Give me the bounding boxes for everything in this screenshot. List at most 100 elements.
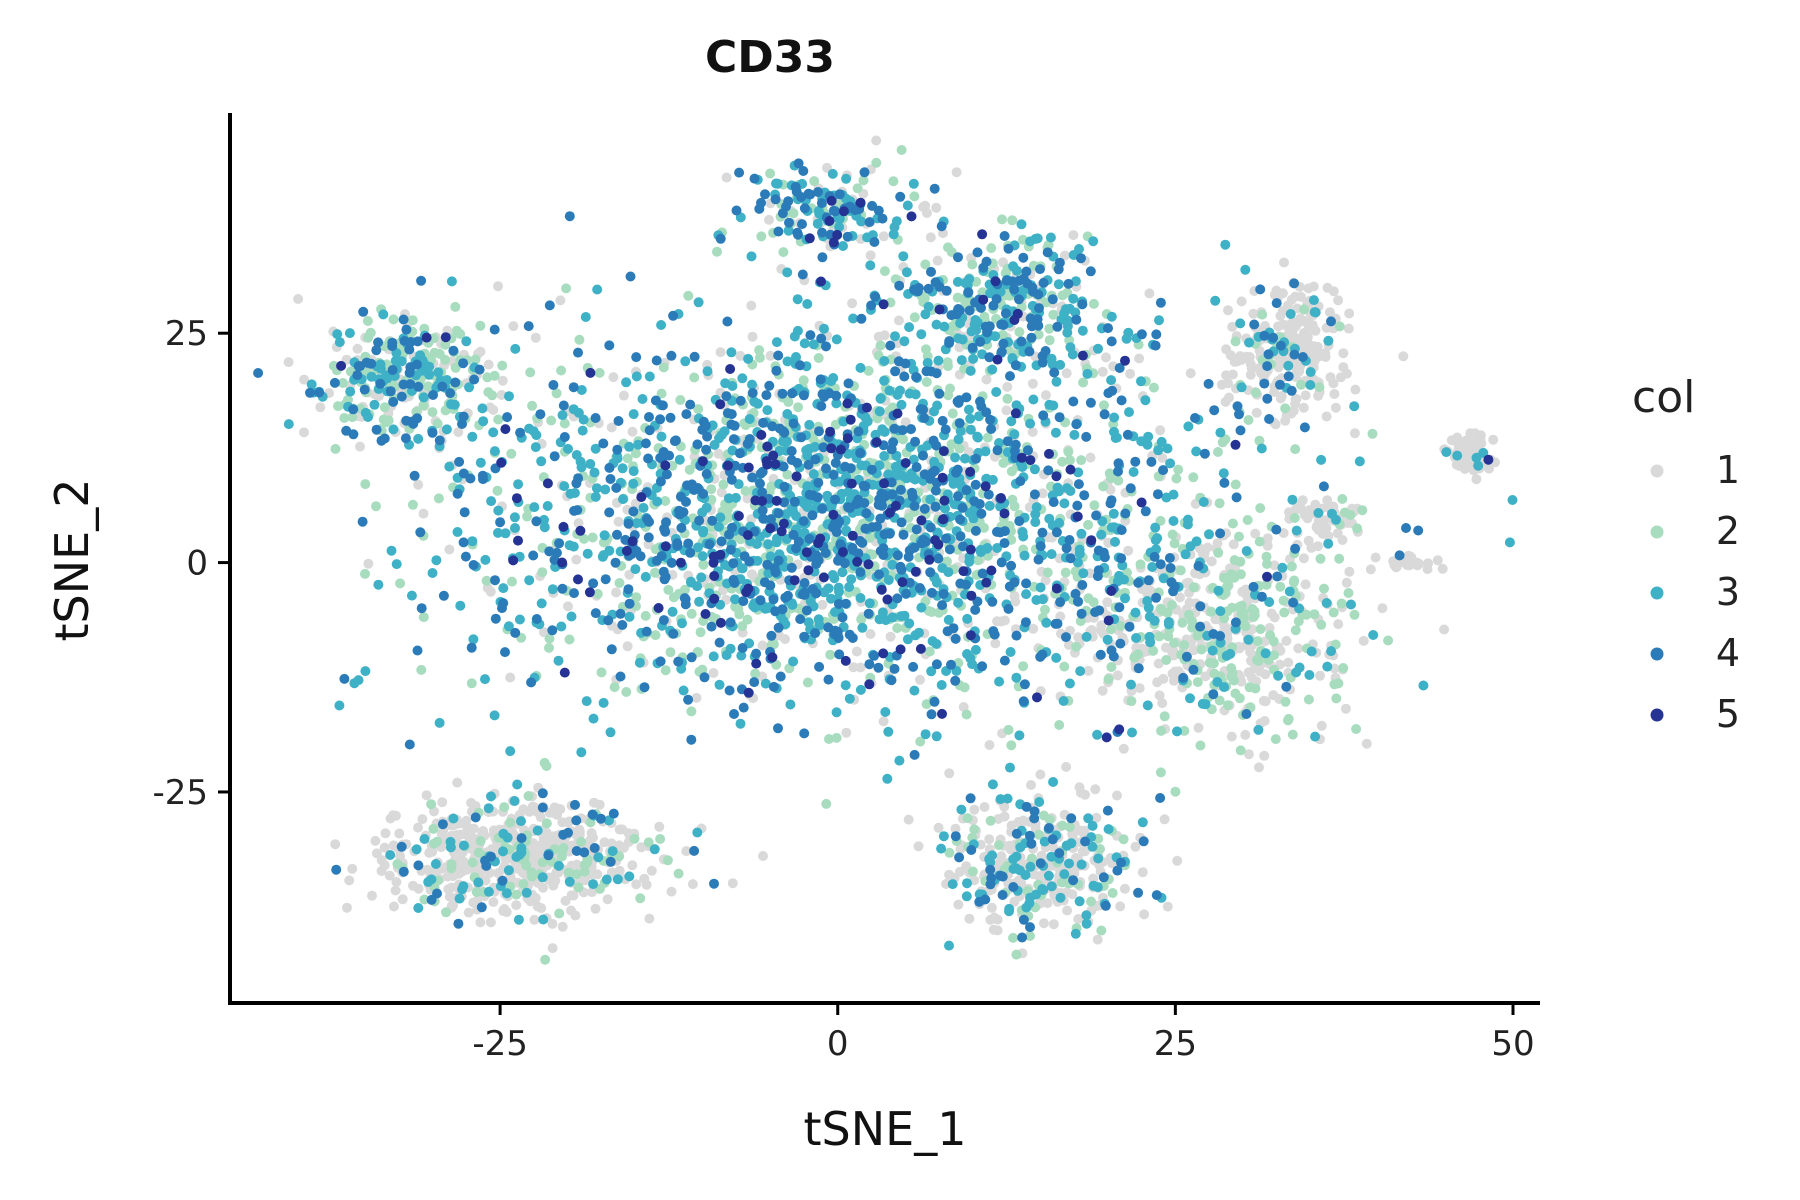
scatter-point xyxy=(631,879,642,890)
scatter-point xyxy=(1260,648,1271,659)
scatter-point xyxy=(929,183,940,194)
scatter-point xyxy=(725,617,736,628)
scatter-point xyxy=(613,416,624,426)
scatter-point xyxy=(961,485,972,496)
scatter-point xyxy=(1063,446,1074,457)
scatter-point xyxy=(969,804,980,815)
scatter-point xyxy=(1273,670,1284,681)
scatter-point xyxy=(1083,519,1094,530)
scatter-point xyxy=(983,489,994,500)
scatter-point xyxy=(1139,909,1150,920)
scatter-point xyxy=(588,578,599,589)
scatter-point xyxy=(629,833,640,844)
scatter-point xyxy=(518,879,529,889)
scatter-point xyxy=(1488,434,1499,445)
scatter-point xyxy=(667,460,678,471)
scatter-point xyxy=(493,527,503,538)
scatter-point xyxy=(937,600,948,611)
scatter-point xyxy=(1035,582,1046,593)
scatter-point xyxy=(1303,339,1314,350)
scatter-point xyxy=(1089,500,1100,511)
scatter-point xyxy=(916,602,927,613)
scatter-point xyxy=(683,538,694,549)
scatter-point xyxy=(1218,468,1229,479)
scatter-point xyxy=(994,676,1005,687)
scatter-point xyxy=(1064,535,1075,545)
scatter-point xyxy=(504,391,514,402)
scatter-point xyxy=(549,451,560,462)
scatter-point xyxy=(496,390,507,400)
scatter-point xyxy=(510,343,521,354)
scatter-point xyxy=(1007,494,1018,505)
scatter-point xyxy=(1002,793,1013,804)
scatter-point xyxy=(1044,323,1055,334)
scatter-point xyxy=(1168,516,1179,526)
scatter-point xyxy=(1003,603,1014,614)
scatter-point xyxy=(1033,554,1044,565)
scatter-point xyxy=(750,668,761,679)
scatter-point xyxy=(815,374,826,385)
scatter-point xyxy=(796,192,807,202)
scatter-point xyxy=(1056,877,1067,888)
scatter-point xyxy=(950,823,961,834)
scatter-point xyxy=(588,832,598,843)
scatter-point xyxy=(1055,359,1066,370)
scatter-point xyxy=(553,655,564,666)
scatter-point xyxy=(999,231,1010,241)
scatter-point xyxy=(723,493,734,504)
scatter-point xyxy=(506,448,517,459)
scatter-point xyxy=(674,505,685,516)
scatter-point xyxy=(1102,597,1113,608)
scatter-point xyxy=(757,505,768,516)
scatter-point xyxy=(953,491,963,502)
scatter-point xyxy=(1030,517,1041,528)
scatter-point xyxy=(1166,577,1177,588)
scatter-point xyxy=(1330,402,1341,413)
scatter-point xyxy=(630,498,641,509)
scatter-point xyxy=(1320,348,1331,359)
scatter-point xyxy=(1109,522,1120,533)
scatter-point xyxy=(970,604,981,615)
scatter-point xyxy=(1006,820,1017,831)
scatter-point xyxy=(413,479,424,490)
scatter-point xyxy=(744,414,755,424)
scatter-point xyxy=(876,497,887,508)
scatter-point xyxy=(1054,517,1065,528)
scatter-point xyxy=(796,432,807,443)
scatter-point xyxy=(675,491,686,502)
scatter-point xyxy=(757,466,768,477)
scatter-point xyxy=(1229,572,1240,583)
scatter-point xyxy=(1377,603,1388,614)
chart-title: CD33 xyxy=(705,32,835,83)
scatter-point xyxy=(415,350,426,361)
scatter-point xyxy=(1170,786,1181,797)
scatter-point xyxy=(864,598,875,609)
scatter-point xyxy=(1153,658,1164,669)
scatter-point xyxy=(784,217,794,228)
scatter-point xyxy=(764,214,774,225)
scatter-point xyxy=(709,878,719,889)
scatter-point xyxy=(1167,668,1178,679)
scatter-point xyxy=(480,554,491,565)
scatter-point xyxy=(564,876,575,887)
scatter-point xyxy=(650,630,661,641)
scatter-point xyxy=(416,664,427,675)
scatter-point xyxy=(1071,314,1082,325)
scatter-point xyxy=(793,402,804,413)
scatter-point xyxy=(384,870,395,881)
scatter-point xyxy=(828,469,839,480)
scatter-point xyxy=(383,415,394,426)
scatter-point xyxy=(1002,436,1013,447)
scatter-point xyxy=(786,446,797,457)
scatter-point xyxy=(1478,447,1489,458)
scatter-point xyxy=(1184,597,1195,608)
scatter-point xyxy=(721,650,732,661)
scatter-point xyxy=(756,231,767,242)
scatter-point xyxy=(715,233,726,244)
scatter-point xyxy=(1290,625,1301,636)
scatter-point xyxy=(1365,564,1376,575)
scatter-point xyxy=(568,541,579,552)
scatter-point xyxy=(611,587,622,598)
scatter-point xyxy=(721,172,732,183)
scatter-point xyxy=(1215,427,1226,438)
